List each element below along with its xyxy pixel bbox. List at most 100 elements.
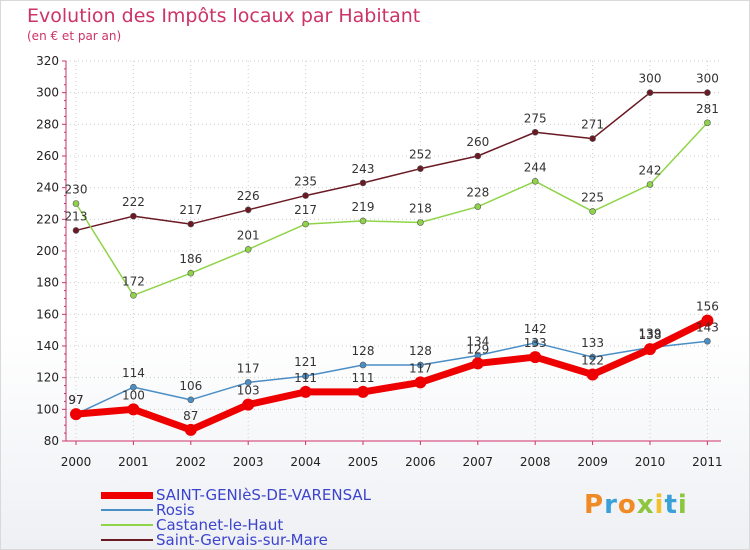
data-point-saint-gervais-sur-mare xyxy=(589,135,596,142)
data-point-saint-genies-de-varensal xyxy=(357,385,369,398)
data-point-saint-genies-de-varensal xyxy=(70,408,82,421)
series-line-castanet-le-haut xyxy=(75,122,709,297)
x-tick-label: 2008 xyxy=(520,455,551,469)
logo-letter: r xyxy=(604,490,618,520)
data-label-saint-gervais-sur-mare: 260 xyxy=(466,135,489,149)
x-tick-label: 2001 xyxy=(118,455,149,469)
data-point-saint-gervais-sur-mare xyxy=(359,179,367,187)
data-label-saint-genies-de-varensal: 100 xyxy=(122,388,145,402)
data-label-rosis: 143 xyxy=(696,320,719,334)
logo-letter: t xyxy=(664,490,678,520)
data-label-saint-gervais-sur-mare: 222 xyxy=(122,195,145,209)
data-label-saint-gervais-sur-mare: 235 xyxy=(294,175,317,189)
data-label-rosis: 139 xyxy=(639,327,662,341)
logo-letter: P xyxy=(584,490,605,520)
data-point-castanet-le-haut xyxy=(474,203,482,210)
data-label-castanet-le-haut: 218 xyxy=(409,202,432,216)
data-point-rosis xyxy=(244,379,252,386)
data-label-saint-genies-de-varensal: 133 xyxy=(524,336,547,350)
data-point-saint-gervais-sur-mare xyxy=(531,128,539,136)
data-label-saint-gervais-sur-mare: 300 xyxy=(639,72,662,86)
data-point-saint-gervais-sur-mare xyxy=(417,165,424,172)
data-point-castanet-le-haut xyxy=(72,200,80,207)
data-label-saint-gervais-sur-mare: 243 xyxy=(352,162,375,176)
data-point-castanet-le-haut xyxy=(244,246,252,253)
data-point-saint-gervais-sur-mare xyxy=(704,89,711,96)
x-tick-label: 2006 xyxy=(405,455,436,469)
legend-swatch-saint-genies xyxy=(101,492,153,499)
series-line-saint-gervais-sur-mare xyxy=(75,91,709,232)
y-tick-label: 120 xyxy=(36,371,59,385)
legend-swatch-rosis xyxy=(101,509,153,511)
data-label-rosis: 128 xyxy=(352,344,375,358)
data-label-saint-genies-de-varensal: 122 xyxy=(581,354,604,368)
data-label-rosis: 121 xyxy=(294,355,317,369)
data-label-saint-genies-de-varensal: 156 xyxy=(696,300,719,314)
x-tick-label: 2000 xyxy=(61,455,92,469)
y-tick-label: 100 xyxy=(36,402,59,416)
data-point-rosis xyxy=(187,396,195,404)
chart-title: Evolution des Impôts locaux par Habitant xyxy=(27,5,421,27)
y-tick-label: 300 xyxy=(36,86,59,100)
data-label-saint-gervais-sur-mare: 226 xyxy=(237,189,260,203)
y-tick-label: 320 xyxy=(36,54,59,68)
data-label-rosis: 133 xyxy=(581,336,604,350)
data-label-saint-genies-de-varensal: 111 xyxy=(294,371,317,385)
axes: 80 100 120 140 160 180 200 220 240 260 280 300 320 20… xyxy=(36,54,723,469)
data-point-castanet-le-haut xyxy=(359,217,367,225)
y-tick-label: 180 xyxy=(36,276,59,290)
y-tick-label: 160 xyxy=(36,307,59,321)
data-point-saint-gervais-sur-mare xyxy=(187,220,195,228)
data-point-saint-genies-de-varensal xyxy=(414,376,427,389)
series-line-rosis xyxy=(75,340,709,415)
legend-swatch-castanet xyxy=(101,524,153,526)
data-label-castanet-le-haut: 225 xyxy=(581,190,604,204)
series-line-saint-genies-de-varensal xyxy=(72,317,711,434)
data-point-castanet-le-haut xyxy=(589,208,596,215)
logo-letter: i xyxy=(677,490,688,520)
y-tick-label: 80 xyxy=(44,434,59,448)
x-tick-label: 2009 xyxy=(577,455,608,469)
data-label-castanet-le-haut: 219 xyxy=(352,200,375,214)
logo-letter: x xyxy=(636,490,655,520)
chart-subtitle: (en € et par an) xyxy=(27,29,122,43)
data-label-rosis: 117 xyxy=(237,361,260,375)
data-label-castanet-le-haut: 201 xyxy=(237,228,260,242)
y-tick-label: 200 xyxy=(36,244,59,258)
data-label-castanet-le-haut: 186 xyxy=(179,252,202,266)
data-point-saint-genies-de-varensal xyxy=(644,343,656,356)
data-label-saint-genies-de-varensal: 87 xyxy=(183,409,198,423)
x-tick-label: 2002 xyxy=(176,455,207,469)
data-label-rosis: 106 xyxy=(179,379,202,393)
data-point-saint-gervais-sur-mare xyxy=(646,89,654,96)
x-tick-label: 2004 xyxy=(290,455,321,469)
data-point-castanet-le-haut xyxy=(302,220,309,228)
y-tick-label: 220 xyxy=(36,212,59,226)
legend-label-castanet: Castanet-le-Haut xyxy=(156,516,284,534)
data-point-saint-gervais-sur-mare xyxy=(474,152,482,160)
data-label-saint-gervais-sur-mare: 213 xyxy=(65,209,88,223)
y-tick-label: 140 xyxy=(36,339,59,353)
data-label-saint-genies-de-varensal: 111 xyxy=(352,371,375,385)
logo-letter: i xyxy=(654,490,665,520)
data-point-saint-genies-de-varensal xyxy=(471,357,484,370)
data-label-saint-gervais-sur-mare: 300 xyxy=(696,72,719,86)
data-point-saint-gervais-sur-mare xyxy=(130,212,137,220)
data-point-rosis xyxy=(589,353,596,361)
data-point-castanet-le-haut xyxy=(531,178,539,185)
data-point-rosis xyxy=(704,337,711,345)
data-point-saint-genies-de-varensal xyxy=(299,385,312,398)
x-tick-label: 2007 xyxy=(463,455,494,469)
legend-label-saint-gervais: Saint-Gervais-sur-Mare xyxy=(156,531,328,549)
data-point-saint-genies-de-varensal xyxy=(184,423,197,436)
data-label-rosis: 128 xyxy=(409,344,432,358)
data-label-saint-genies-de-varensal: 103 xyxy=(237,384,260,398)
data-label-rosis: 97 xyxy=(68,393,83,407)
x-tick-label: 2003 xyxy=(233,455,264,469)
data-label-castanet-le-haut: 228 xyxy=(466,186,489,200)
data-label-castanet-le-haut: 230 xyxy=(65,183,88,197)
series-lines xyxy=(70,89,714,436)
y-tick-label: 280 xyxy=(36,117,59,131)
proxiti-logo: Proxiti xyxy=(584,490,688,520)
